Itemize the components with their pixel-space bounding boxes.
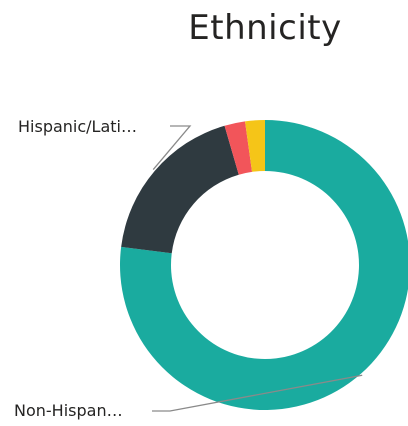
donut-slice-2[interactable]	[121, 125, 239, 254]
donut-slice-1[interactable]	[120, 120, 408, 410]
donut-slices	[120, 120, 408, 410]
leader-line-1	[152, 125, 192, 170]
donut-labels: Hispanic/Lati… Non-Hispan…	[14, 117, 363, 420]
chart-title: Ethnicity	[188, 8, 342, 48]
leader-line-2	[152, 374, 363, 412]
slice-label-1: Hispanic/Lati…	[18, 117, 137, 136]
slice-label-2: Non-Hispan…	[14, 401, 123, 420]
donut-slice-4[interactable]	[245, 120, 265, 172]
donut-slice-3[interactable]	[224, 121, 253, 175]
